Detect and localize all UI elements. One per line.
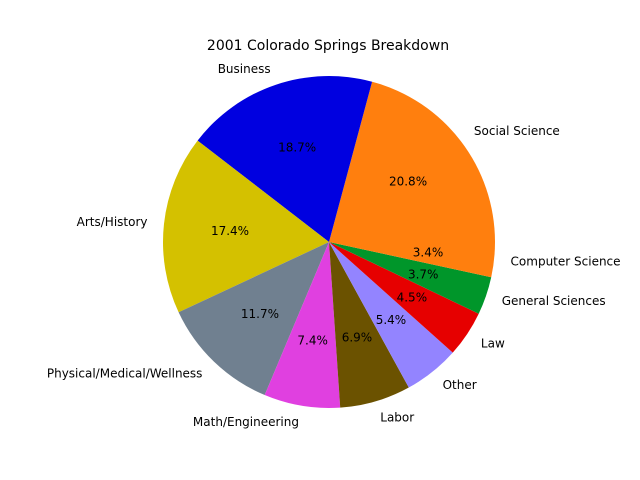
percent-label: 6.9%: [342, 331, 373, 345]
slice-labels: Social Science Business Arts/History Physic…: [47, 62, 621, 429]
percent-labels: 20.8% 18.7% 17.4% 11.7% 7.4% 6.9%5.4% 4.5% 3.7%…: [211, 141, 443, 348]
slice-label: Physical/Medical/Wellness: [47, 367, 203, 381]
slice-label: Computer Science: [511, 254, 621, 268]
percent-label: 17.4%: [211, 224, 249, 238]
pie-slice: [197, 75, 373, 243]
pie-slice: [329, 242, 409, 408]
chart-title: 2001 Colorado Springs Breakdown: [207, 38, 449, 54]
percent-label: 4.5%: [397, 290, 428, 304]
slice-label: Arts/History: [77, 215, 148, 229]
percent-label: 7.4%: [297, 333, 328, 347]
slice-label: Labor: [380, 410, 414, 424]
percent-label: 18.7%: [278, 141, 316, 155]
slice-label: Other: [443, 378, 477, 392]
percent-label: 5.4%: [376, 313, 407, 327]
percent-label: 3.4%: [413, 246, 444, 260]
pie-slice: [329, 242, 453, 388]
slice-label: Math/Engineering: [193, 415, 299, 429]
slice-label: General Sciences: [502, 294, 606, 308]
pie-slice: [329, 81, 495, 242]
slice-label: Law: [481, 336, 505, 350]
percent-label: 3.7%: [408, 267, 439, 281]
pie-slice: [163, 140, 329, 313]
slice-label: Business: [218, 62, 271, 76]
percent-label: 11.7%: [241, 307, 279, 321]
pie-slice: [329, 242, 492, 314]
slice-label: Social Science: [474, 124, 560, 138]
pie-slices: [163, 75, 495, 409]
percent-label: 20.8%: [389, 174, 427, 188]
pie-slice: [264, 242, 341, 409]
pie-slice: [178, 242, 329, 396]
pie-slice: [329, 242, 479, 353]
pie-slice: [329, 242, 495, 278]
